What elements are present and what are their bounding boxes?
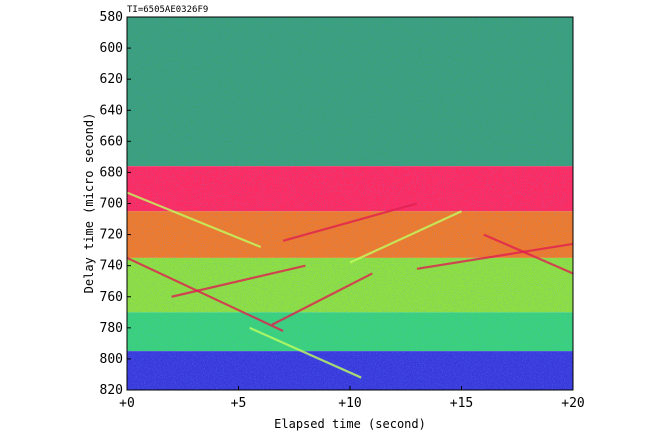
y-tick-label: 780 bbox=[100, 321, 123, 336]
y-tick-label: 580 bbox=[100, 10, 123, 25]
y-tick-label: 600 bbox=[100, 41, 123, 56]
echo-trace bbox=[249, 326, 362, 379]
y-tick-label: 620 bbox=[100, 72, 123, 87]
y-tick-label: 720 bbox=[100, 228, 123, 243]
chart-title: TI=6505AE0326F9 bbox=[127, 5, 208, 15]
plot-area bbox=[127, 17, 573, 390]
x-tick-label: +10 bbox=[338, 396, 361, 411]
y-tick-label: 660 bbox=[100, 134, 123, 149]
x-tick-label: +5 bbox=[231, 396, 247, 411]
y-tick-label: 640 bbox=[100, 103, 123, 118]
noise-texture bbox=[127, 17, 573, 390]
y-tick-label: 740 bbox=[100, 259, 123, 274]
x-tick-label: +0 bbox=[119, 396, 135, 411]
echo-trace bbox=[349, 210, 462, 264]
echo-trace bbox=[416, 242, 573, 270]
y-axis-label: Delay time (micro second) bbox=[82, 113, 96, 294]
x-tick-label: +15 bbox=[450, 396, 473, 411]
echo-trace bbox=[483, 233, 573, 275]
y-tick-label: 800 bbox=[100, 352, 123, 367]
y-axis: 580 600 620 640 660 680 700 720 740 760 780 800 820 bbox=[100, 10, 131, 398]
echo-trace bbox=[271, 272, 373, 326]
x-tick-label: +20 bbox=[561, 396, 584, 411]
y-tick-label: 820 bbox=[100, 383, 123, 398]
echo-trace bbox=[127, 256, 284, 332]
y-tick-label: 760 bbox=[100, 290, 123, 305]
x-axis-label: Elapsed time (second) bbox=[274, 417, 426, 431]
echo-trace bbox=[127, 191, 262, 249]
echo-trace bbox=[171, 264, 306, 298]
x-axis: +0 +5 +10 +15 +20 bbox=[119, 386, 585, 411]
y-tick-label: 680 bbox=[100, 165, 123, 180]
y-tick-label: 700 bbox=[100, 197, 123, 212]
echo-trace bbox=[282, 202, 418, 242]
